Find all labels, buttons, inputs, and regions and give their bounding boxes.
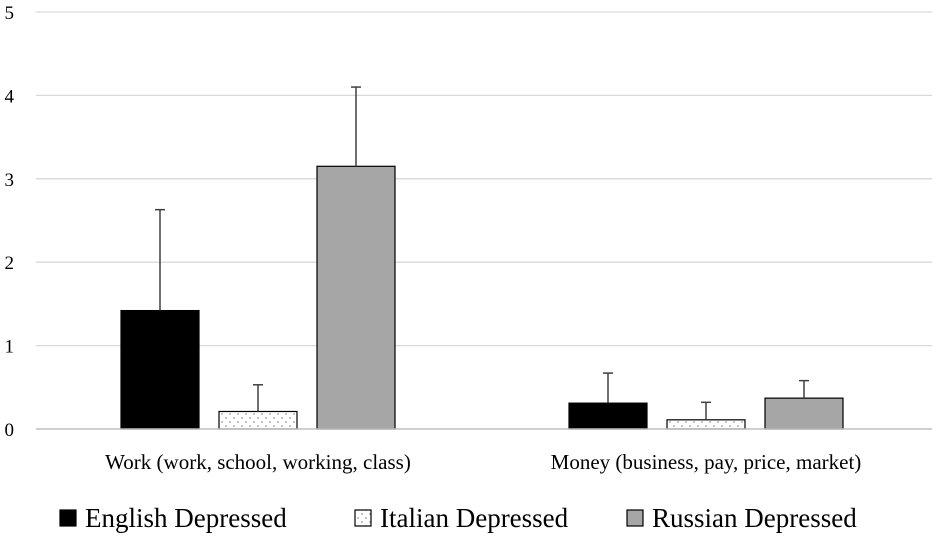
y-tick-label: 4 [5, 86, 15, 107]
bar-english-depressed [120, 309, 200, 430]
category-label: Work (work, school, working, class) [105, 450, 411, 474]
legend-swatch [354, 509, 372, 527]
bar-italian-depressed [666, 419, 746, 430]
legend-label: English Depressed [85, 503, 287, 533]
bar-russian-depressed [316, 165, 396, 430]
y-axis-ticks: 0 1 2 3 4 5 [5, 3, 15, 441]
gridlines [36, 11, 932, 347]
bar-russian-depressed [764, 397, 844, 430]
legend-swatch [59, 509, 77, 527]
y-tick-label: 2 [5, 253, 15, 274]
category-labels: Work (work, school, working, class) Money… [105, 450, 861, 474]
bars [120, 165, 844, 430]
legend-label: Italian Depressed [380, 503, 569, 533]
category-label: Money (business, pay, price, market) [551, 450, 862, 474]
bar-english-depressed [568, 402, 648, 430]
y-tick-label: 3 [5, 170, 15, 191]
legend-label: Russian Depressed [652, 503, 857, 533]
legend: English Depressed Italian Depressed Russia… [59, 503, 857, 533]
y-tick-label: 5 [5, 3, 15, 24]
y-tick-label: 0 [5, 420, 15, 441]
error-bars [155, 86, 809, 420]
bar-italian-depressed [218, 410, 298, 430]
y-tick-label: 1 [5, 337, 15, 358]
legend-swatch [626, 509, 644, 527]
